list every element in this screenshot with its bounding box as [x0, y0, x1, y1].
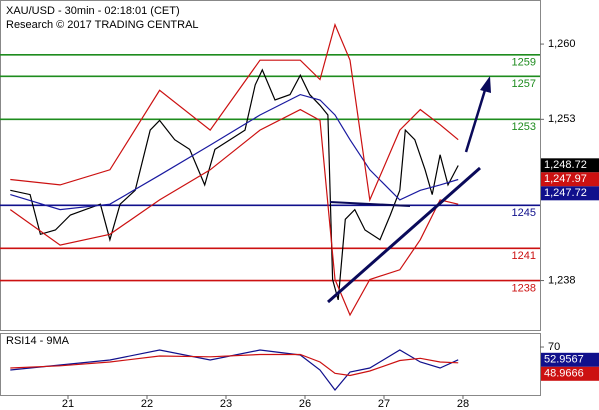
- level-label: 1259: [512, 57, 536, 69]
- trend-line: [327, 166, 481, 304]
- series-line: [10, 22, 459, 203]
- level-label: 1238: [512, 282, 536, 294]
- forecast-arrow: [464, 89, 487, 153]
- rsi-panel: [0, 333, 541, 396]
- y-tick-label: 1,238: [548, 274, 576, 286]
- series-line: [10, 93, 459, 211]
- chart-subtitle: Research © 2017 TRADING CENTRAL: [6, 19, 199, 31]
- series-line: [10, 353, 459, 377]
- level-label: 1241: [512, 250, 536, 262]
- series-line: [10, 349, 459, 391]
- price-tag-label: 1,247.97: [544, 173, 587, 185]
- x-tick-label: 22: [141, 398, 153, 410]
- y-tick-label: 1,253: [548, 113, 576, 125]
- price-tag-label: 1,247.72: [544, 187, 587, 199]
- x-tick-label: 23: [220, 398, 232, 410]
- arrow-head: [480, 76, 491, 93]
- series-line: [10, 68, 459, 301]
- y-tick-label: 70: [548, 341, 560, 353]
- level-label: 1245: [512, 207, 536, 219]
- y-tick-label: 1,260: [548, 38, 576, 50]
- x-tick-label: 21: [62, 398, 74, 410]
- rsi-tag-label: 48.9666: [544, 368, 584, 380]
- series-line: [9, 108, 459, 317]
- level-label: 1253: [512, 121, 536, 133]
- chart-title: XAU/USD - 30min - 02:18:01 (CET): [6, 5, 180, 17]
- rsi-title: RSI14 - 9MA: [6, 335, 70, 347]
- x-tick-label: 28: [457, 398, 469, 410]
- price-tag: [541, 186, 599, 201]
- x-tick-label: 26: [299, 398, 311, 410]
- price-panel: [0, 0, 541, 331]
- rsi-tag: [541, 366, 599, 381]
- price-tag-label: 1,248.72: [544, 159, 587, 171]
- rsi-tag-label: 52.9567: [544, 354, 584, 366]
- rsi-tag: [541, 352, 599, 367]
- price-tag: [541, 158, 599, 173]
- trend-line: [329, 201, 411, 207]
- level-label: 1257: [512, 78, 536, 90]
- price-tag: [541, 172, 599, 187]
- x-tick-label: 27: [378, 398, 390, 410]
